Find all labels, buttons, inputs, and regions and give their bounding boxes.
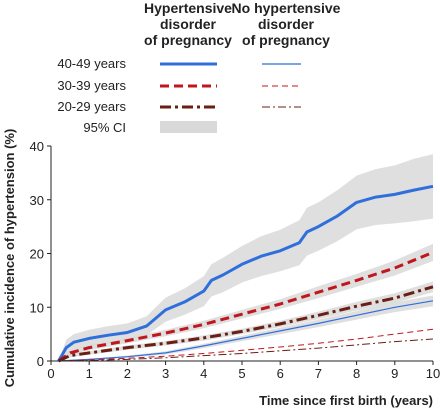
x-tick-label: 4 [200,366,207,381]
legend-label-30-39: 30-39 years [57,78,126,93]
legend-heading-hdp: disorder [160,16,217,32]
series-line-0 [57,184,434,362]
x-tick-label: 7 [315,366,322,381]
series-line-5 [58,338,434,362]
x-tick-label: 0 [47,366,54,381]
x-tick-label: 10 [426,366,440,381]
series-line-1 [57,251,434,363]
x-tick-label: 2 [124,366,131,381]
legend-heading-no-hdp: No hypertensive [232,0,341,16]
x-tick-label: 6 [277,366,284,381]
axes: 0 1 2 3 4 5 6 7 8 9 10 0 10 20 30 40 [30,139,440,381]
legend-label-40-49: 40-49 years [57,56,126,71]
y-axis-title: Cumulative incidence of hypertension (%) [2,129,17,388]
y-tick-label: 30 [30,193,44,208]
y-tick-label: 20 [30,247,44,262]
legend-label-20-29: 20-29 years [57,99,126,114]
x-tick-label: 1 [86,366,93,381]
series-line-4 [58,328,434,362]
y-tick-label: 10 [30,300,44,315]
y-tick-label: 40 [30,139,44,154]
series-line-2 [57,285,434,363]
y-tick-label: 0 [37,354,44,369]
ci-band-2 [58,281,433,361]
series-lines [57,184,434,363]
legend-heading-hdp: Hypertensive [144,0,232,16]
ci-bands [58,154,433,361]
x-tick-label: 3 [162,366,169,381]
legend-heading-hdp: of pregnancy [144,32,232,48]
x-tick-label: 5 [238,366,245,381]
legend-swatch-ci-band [160,121,217,133]
x-tick-label: 8 [353,366,360,381]
legend-heading-no-hdp: disorder [258,16,315,32]
x-axis-title: Time since first birth (years) [259,393,433,408]
ci-band-0 [58,154,433,361]
legend-heading-no-hdp: of pregnancy [242,32,330,48]
legend-label-95ci: 95% CI [83,120,126,135]
series-line-3 [58,300,434,362]
x-tick-label: 9 [391,366,398,381]
